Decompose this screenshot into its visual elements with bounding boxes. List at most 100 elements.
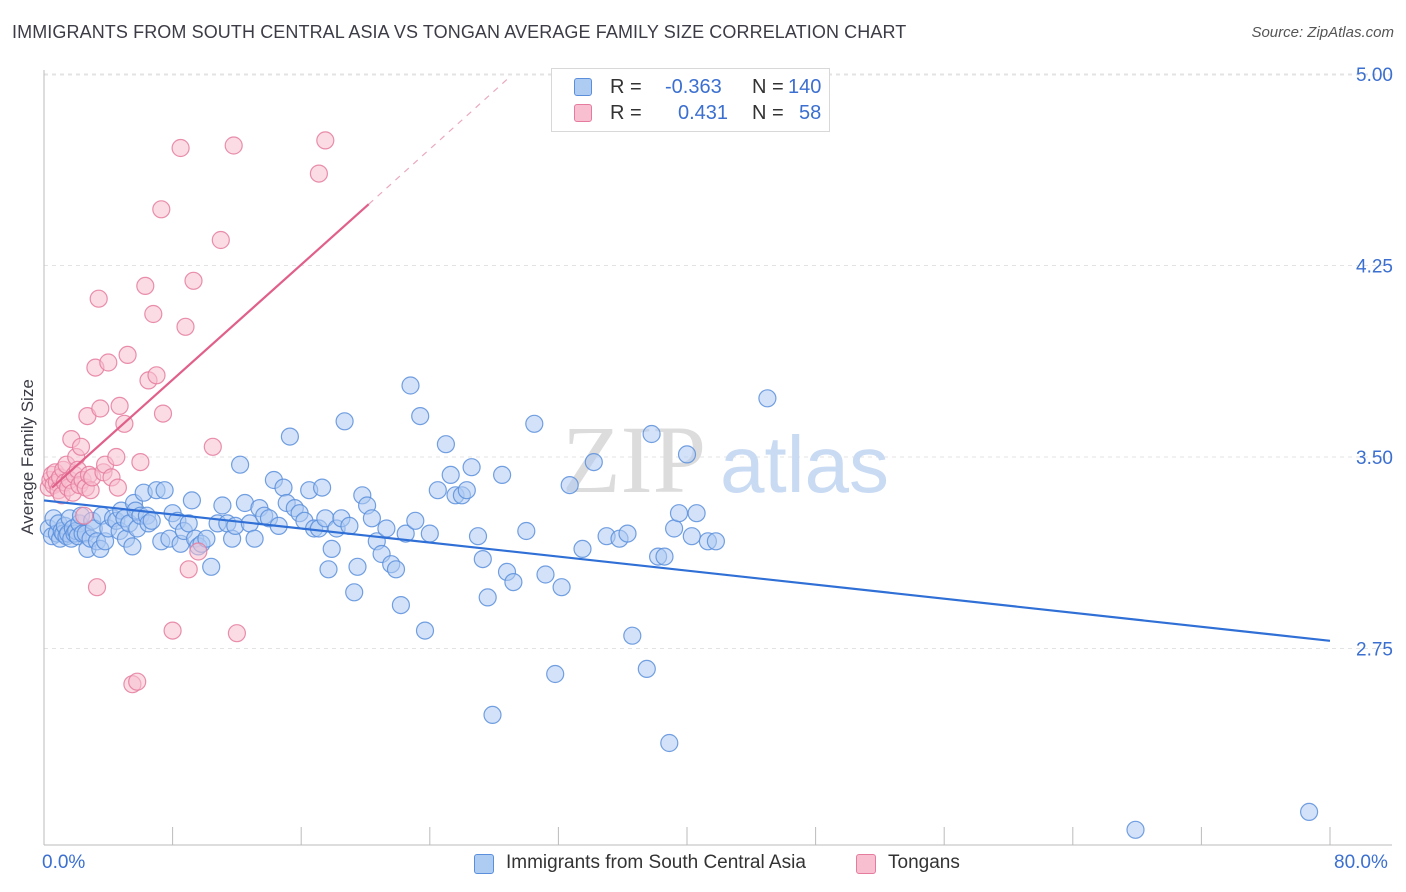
data-point [758,389,777,408]
data-point [110,396,129,415]
data-point [274,478,293,497]
data-point [517,521,536,541]
data-point [171,138,190,158]
trend-lines [43,76,1331,642]
data-point [406,511,425,530]
x-tick-label-max: 80.0% [1334,852,1388,873]
data-point [345,583,364,602]
series-legend-swatch-tongans [856,854,876,874]
data-point [89,289,108,308]
data-point [118,345,137,364]
data-point [560,476,579,495]
legend-swatch-tongans [574,104,592,122]
data-point [546,664,565,684]
data-point [525,414,544,433]
data-points [39,131,1319,839]
legend-swatch-south-central-asia [574,78,592,96]
data-point [245,529,264,548]
trend-line-tongans [51,203,370,489]
x-tick-label-min: 0.0% [42,852,86,873]
data-point [179,560,198,579]
data-point [91,399,110,418]
data-point [152,200,171,219]
data-point [664,519,684,538]
data-point [669,504,689,523]
legend-r-label: R = [610,76,642,98]
data-point [536,565,555,584]
data-point [231,455,250,474]
data-point [71,437,91,456]
y-tick-label: 3.50 [1356,448,1393,469]
data-point [411,407,430,426]
data-point [396,524,415,543]
data-point [142,511,161,530]
data-point [573,539,592,559]
watermark-atlas: atlas [720,420,889,509]
data-point [348,557,367,576]
watermark: ZIP atlas [562,406,889,513]
data-point [128,672,147,691]
data-point [637,659,656,679]
data-point [213,496,232,515]
series-legend-swatch-south-central-asia [474,854,494,874]
legend-r-value: -0.363 [665,76,722,98]
data-point [108,478,128,497]
data-point [655,547,674,566]
data-point [189,542,208,561]
series-legend-label: Tongans [888,852,960,873]
data-point [468,527,488,546]
data-point [504,572,523,592]
trend-line-south-central-asia [43,499,1331,642]
data-point [227,624,246,643]
data-point [660,733,679,753]
data-point [176,317,195,336]
y-tick-label: 5.00 [1356,65,1393,86]
data-point [163,621,182,640]
data-point [203,437,222,456]
data-point [319,560,338,579]
data-point [87,578,107,597]
data-point [340,516,359,536]
legend-n-label: N = [752,102,784,124]
data-point [584,453,603,472]
data-point [1126,820,1145,839]
data-point [335,412,354,431]
series-legend-label: Immigrants from South Central Asia [506,852,806,873]
data-point [391,595,410,615]
data-point [677,445,697,464]
source-label: Source: ZipAtlas.com [1251,24,1394,41]
data-point [401,376,420,395]
data-point [457,481,476,500]
y-tick-label: 4.25 [1356,257,1393,278]
data-point [706,532,726,551]
data-point [483,705,502,725]
data-point [386,560,406,579]
y-axis-title: Average Family Size [18,379,37,535]
data-point [75,506,94,525]
data-point [415,621,435,640]
data-point [107,447,126,467]
data-point [618,524,637,543]
data-point [313,478,332,497]
stats-legend: R = -0.363 N = 140 R = 0.431 N = 58 [551,68,830,132]
data-point [473,549,492,569]
data-point [362,509,381,528]
data-point [211,230,230,250]
data-point [184,271,203,290]
data-point [197,529,216,548]
data-point [436,435,455,454]
data-point [136,276,155,295]
legend-r-label: R = [610,102,642,124]
data-point [155,481,174,500]
data-point [280,427,299,446]
data-point [202,557,221,576]
data-point [462,458,481,477]
data-point [420,524,439,543]
data-point [153,404,173,423]
legend-n-label: N = [752,76,784,98]
data-point [377,519,396,538]
grid [44,73,1392,650]
legend-r-value: 0.431 [678,102,729,124]
data-point [642,424,661,444]
